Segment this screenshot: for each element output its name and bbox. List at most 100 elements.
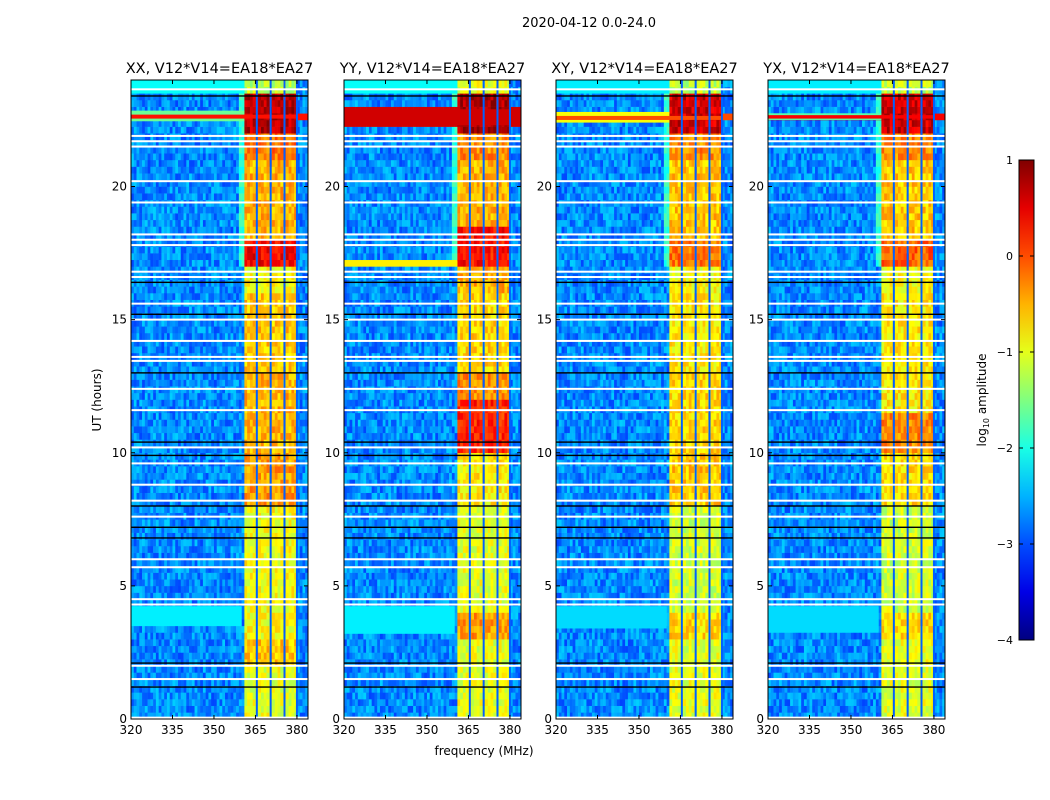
heatmap-cell — [189, 206, 193, 214]
heatmap-cell — [150, 672, 154, 680]
heatmap-cell — [150, 705, 154, 713]
heatmap-cell — [197, 559, 201, 567]
heatmap-cell — [230, 339, 234, 347]
heatmap-cell — [147, 286, 151, 294]
heatmap-cell — [241, 399, 245, 407]
heatmap-cell — [211, 159, 215, 167]
heatmap-cell — [175, 545, 179, 553]
heatmap-cell — [249, 619, 253, 627]
heatmap-cell — [263, 193, 267, 201]
heatmap-cell — [263, 432, 267, 440]
heatmap-cell — [166, 705, 171, 713]
heatmap-cell — [216, 679, 220, 687]
heatmap-cell — [133, 259, 137, 267]
heatmap-cell — [172, 419, 176, 427]
heatmap-cell — [225, 552, 229, 560]
heatmap-cell — [230, 692, 234, 700]
heatmap-cell — [147, 186, 151, 194]
heatmap-cell — [172, 439, 176, 447]
heatmap-cell — [247, 692, 251, 700]
heatmap-cell — [230, 412, 234, 420]
heatmap-cell — [136, 412, 140, 420]
heatmap-cell — [197, 645, 201, 653]
heatmap-cell — [247, 632, 251, 640]
heatmap-cell — [266, 159, 270, 167]
heatmap-cell — [236, 332, 240, 340]
heatmap-cell — [225, 479, 229, 487]
heatmap-cell — [247, 645, 251, 653]
heatmap-cell — [222, 286, 226, 294]
heatmap-cell — [211, 712, 215, 720]
heatmap-cell — [158, 592, 162, 600]
heatmap-cell — [211, 293, 215, 300]
heatmap-cell — [252, 179, 256, 187]
heatmap-cell — [158, 565, 162, 573]
heatmap-cell — [225, 439, 229, 447]
heatmap-cell — [241, 392, 245, 400]
heatmap-cell — [169, 139, 173, 147]
heatmap-cell — [208, 705, 212, 713]
heatmap-cell — [136, 233, 140, 241]
heatmap-cell — [263, 585, 267, 593]
heatmap-cell — [191, 173, 195, 181]
heatmap-cell — [247, 492, 251, 500]
heatmap-cell — [241, 639, 245, 647]
heatmap-cell — [172, 639, 176, 647]
heatmap-cell — [153, 466, 157, 474]
heatmap-cell — [222, 206, 226, 214]
heatmap-cell — [213, 239, 218, 247]
heatmap-cell — [200, 565, 204, 573]
heatmap-cell — [249, 186, 253, 194]
heatmap-cell — [230, 479, 234, 487]
heatmap-cell — [169, 312, 173, 320]
heatmap-cell — [258, 319, 262, 327]
heatmap-cell — [131, 379, 135, 387]
heatmap-cell — [230, 99, 234, 107]
heatmap-cell — [213, 685, 218, 693]
heatmap-cell — [213, 539, 218, 547]
heatmap-cell — [164, 379, 168, 387]
heatmap-cell — [216, 472, 220, 480]
heatmap-cell — [175, 399, 179, 407]
heatmap-cell — [158, 665, 162, 673]
heatmap-cell — [142, 213, 146, 221]
heatmap-cell — [230, 452, 234, 460]
heatmap-cell — [260, 346, 265, 354]
heatmap-cell — [175, 99, 179, 107]
heatmap-cell — [144, 432, 148, 440]
heatmap-cell — [189, 339, 193, 347]
heatmap-cell — [222, 399, 226, 407]
heatmap-cell — [161, 326, 165, 334]
heatmap-cell — [131, 106, 135, 114]
heatmap-cell — [238, 266, 242, 274]
heatmap-cell — [205, 332, 209, 340]
heatmap-cell — [180, 392, 184, 400]
heatmap-cell — [178, 539, 182, 547]
heatmap-cell — [155, 545, 159, 553]
heatmap-cell — [180, 332, 184, 340]
heatmap-cell — [191, 306, 195, 314]
heatmap-cell — [144, 93, 148, 101]
heatmap-cell — [133, 312, 137, 320]
heatmap-cell — [197, 632, 201, 640]
heatmap-cell — [178, 579, 182, 587]
heatmap-cell — [155, 452, 159, 460]
heatmap-cell — [175, 579, 179, 587]
heatmap-cell — [191, 159, 195, 167]
heatmap-cell — [155, 446, 159, 454]
heatmap-cell — [158, 712, 162, 720]
heatmap-cell — [197, 286, 201, 294]
heatmap-cell — [225, 399, 229, 407]
heatmap-cell — [260, 259, 265, 267]
heatmap-cell — [272, 286, 276, 294]
heatmap-cell — [205, 672, 209, 680]
heatmap-cell — [153, 419, 157, 427]
heatmap-cell — [147, 106, 151, 114]
heatmap-cell — [180, 625, 184, 633]
heatmap-cell — [142, 632, 146, 640]
heatmap-cell — [230, 652, 234, 660]
heatmap-cell — [216, 206, 220, 214]
heatmap-cell — [197, 486, 201, 493]
heatmap-cell — [272, 552, 276, 560]
heatmap-cell — [222, 492, 226, 500]
